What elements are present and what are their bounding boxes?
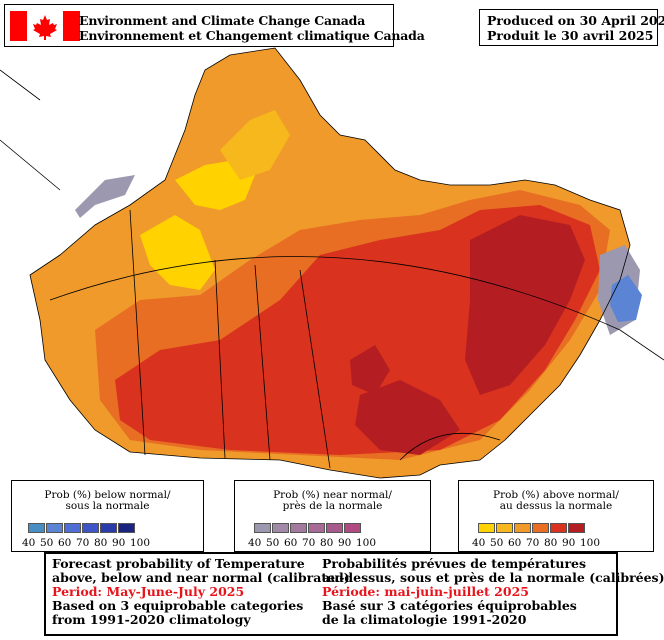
legend-swatch: [326, 523, 343, 533]
region-below-normal-newfoundland: [610, 275, 642, 322]
legend-tick-label: 50: [40, 537, 54, 549]
info-right-line-4: Basé sur 3 catégories équiprobables: [322, 598, 577, 613]
legend-swatch: [550, 523, 567, 533]
legend-tick-label: 60: [284, 537, 298, 549]
legend-tick-label: 70: [302, 537, 316, 549]
legend-tick-label: 80: [544, 537, 558, 549]
forecast-info-box: Forecast probability of Temperature abov…: [44, 552, 664, 636]
legend-tick-label: 60: [508, 537, 522, 549]
legend-tick-label: 100: [130, 537, 151, 549]
legend-swatch: [290, 523, 307, 533]
legend-tick-label: 100: [580, 537, 601, 549]
region-near-normal-yukon: [75, 175, 135, 218]
legend-swatches: [28, 523, 136, 533]
legend-below-normal: Prob (%) below normal/ sous la normale 4…: [11, 480, 204, 552]
agency-name-en: Environment and Climate Change Canada: [79, 13, 366, 28]
legend-swatch: [532, 523, 549, 533]
legend-tick-label: 70: [76, 537, 90, 549]
info-right-period: Période: mai-juin-juillet 2025: [322, 584, 529, 599]
legend-swatch: [568, 523, 585, 533]
legend-ticks: 40 50 60 70 80 90 100: [248, 537, 377, 549]
info-left-line-5: from 1991-2020 climatology: [52, 612, 251, 627]
legend-ticks: 40 50 60 70 80 90 100: [472, 537, 601, 549]
legend-title-fr: au dessus la normale: [499, 500, 613, 512]
production-date-box: Produced on 30 April 2025 Produit le 30 …: [479, 9, 664, 46]
produced-date-en: Produced on 30 April 2025: [487, 13, 664, 28]
legend-tick-label: 90: [562, 537, 576, 549]
legend-tick-label: 50: [266, 537, 280, 549]
legend-swatches: [478, 523, 586, 533]
legend-ticks: 40 50 60 70 80 90 100: [22, 537, 151, 549]
legend-swatch: [344, 523, 361, 533]
legend-above-normal: Prob (%) above normal/ au dessus la norm…: [458, 480, 654, 552]
legend-swatch: [46, 523, 63, 533]
region-p90-prairie: [350, 345, 390, 395]
legend-swatch: [28, 523, 45, 533]
legend-swatch: [64, 523, 81, 533]
legend-title-en: Prob (%) near normal/: [273, 489, 392, 501]
agency-header: Environment and Climate Change Canada En…: [4, 4, 425, 47]
legend-tick-label: 70: [526, 537, 540, 549]
legend-swatch: [496, 523, 513, 533]
region-p90-east: [465, 215, 585, 395]
legend-tick-label: 90: [112, 537, 126, 549]
info-left-period: Period: May-June-July 2025: [52, 584, 245, 599]
legend-near-normal: Prob (%) near normal/ près de la normale…: [234, 480, 431, 552]
agency-name-fr: Environnement et Changement climatique C…: [79, 28, 425, 43]
legend-tick-label: 50: [490, 537, 504, 549]
legend-tick-label: 90: [338, 537, 352, 549]
legend-title-fr: près de la normale: [282, 500, 383, 512]
region-p50-central: [220, 110, 290, 180]
legend-tick-label: 60: [58, 537, 72, 549]
legend-tick-label: 40: [22, 537, 36, 549]
info-right-line-5: de la climatologie 1991-2020: [322, 612, 527, 627]
info-left-line-4: Based on 3 equiprobable categories: [52, 598, 304, 613]
legend-tick-label: 40: [248, 537, 262, 549]
legend-swatch: [514, 523, 531, 533]
legend-swatch: [82, 523, 99, 533]
legend-tick-label: 80: [94, 537, 108, 549]
legend-swatch: [308, 523, 325, 533]
legend-swatch: [100, 523, 117, 533]
produced-date-fr: Produit le 30 avril 2025: [487, 28, 654, 43]
region-p40-west: [140, 215, 215, 290]
info-left-line-2: above, below and near normal (calibrated…: [52, 570, 350, 585]
legend-swatches: [254, 523, 362, 533]
legend-swatch: [254, 523, 271, 533]
legend-tick-label: 40: [472, 537, 486, 549]
info-right-line-2: au-dessus, sous et près de la normale (c…: [322, 570, 664, 585]
canada-flag-icon: [10, 11, 80, 41]
region-p90-ontario: [355, 380, 460, 455]
legend-swatch: [272, 523, 289, 533]
map-boundaries: [0, 47, 664, 479]
legend-swatch: [118, 523, 135, 533]
legend-title-en: Prob (%) above normal/: [493, 489, 619, 501]
info-left-line-1: Forecast probability of Temperature: [52, 556, 305, 571]
legend-title-en: Prob (%) below normal/: [44, 489, 171, 501]
legend-title-fr: sous la normale: [65, 500, 150, 512]
info-right-line-1: Probabilités prévues de températures: [322, 556, 587, 571]
legend-tick-label: 100: [356, 537, 377, 549]
legend-swatch: [478, 523, 495, 533]
legend-tick-label: 80: [320, 537, 334, 549]
